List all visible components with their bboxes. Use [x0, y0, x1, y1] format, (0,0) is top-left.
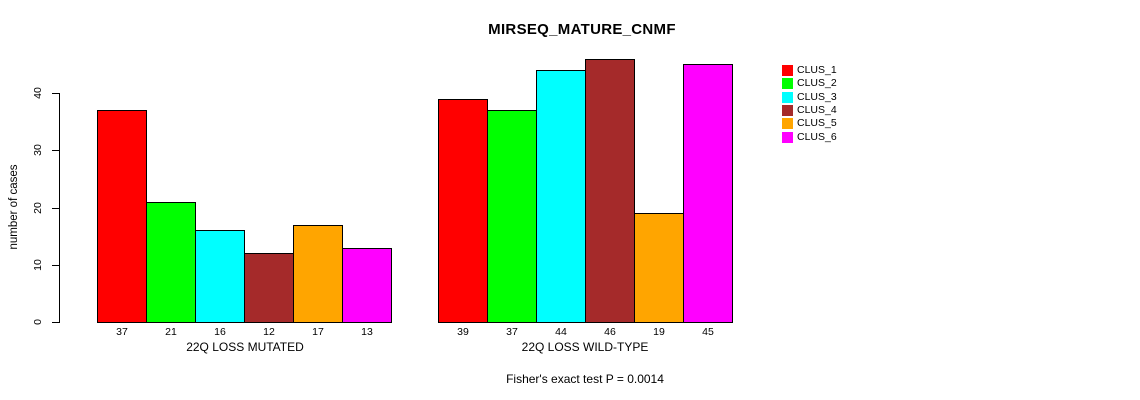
bar-clus_5 — [293, 224, 343, 323]
legend-swatch-clus_4 — [782, 104, 793, 116]
bar-clus_6 — [683, 64, 733, 323]
bar-clus_4 — [585, 58, 635, 323]
bar-value-label: 45 — [702, 326, 714, 338]
legend-label-clus_3: CLUS_3 — [797, 90, 837, 103]
bar-clus_2 — [487, 110, 537, 323]
bar-value-label: 17 — [312, 326, 324, 338]
legend-swatch-clus_6 — [782, 131, 793, 143]
y-axis-line — [59, 93, 60, 323]
bar-value-label: 37 — [506, 326, 518, 338]
y-axis-tick-label: 20 — [32, 201, 44, 214]
chart-title: MIRSEQ_MATURE_CNMF — [488, 21, 676, 38]
bar-value-label: 13 — [361, 326, 373, 338]
bar-clus_4 — [244, 253, 294, 323]
y-axis-tick — [52, 264, 59, 266]
bar-value-label: 19 — [653, 326, 665, 338]
bar-clus_3 — [536, 70, 586, 323]
y-axis-tick — [52, 150, 59, 152]
bar-value-label: 46 — [604, 326, 616, 338]
y-axis-tick-label: 10 — [32, 258, 44, 271]
y-axis-tick — [52, 322, 59, 323]
bar-clus_5 — [634, 213, 684, 323]
y-axis-tick-label: 40 — [32, 87, 44, 99]
legend-label-clus_5: CLUS_5 — [797, 117, 837, 130]
legend-label-clus_1: CLUS_1 — [797, 64, 837, 76]
bar-value-label: 37 — [116, 326, 128, 338]
bar-value-label: 39 — [457, 326, 469, 338]
y-axis-tick-label: 0 — [32, 319, 44, 325]
legend-swatch-clus_3 — [782, 91, 793, 103]
legend-swatch-clus_5 — [782, 118, 793, 130]
bar-clus_3 — [195, 230, 245, 323]
bar-value-label: 44 — [555, 326, 567, 338]
y-axis-tick-label: 30 — [32, 144, 44, 157]
legend-swatch-clus_1 — [782, 65, 793, 76]
bar-value-label: 21 — [165, 326, 177, 338]
legend-swatch-clus_2 — [782, 78, 793, 90]
bar-clus_6 — [342, 247, 392, 323]
y-axis-title: number of cases — [8, 164, 20, 250]
footer-caption: Fisher's exact test P = 0.0014 — [506, 372, 664, 386]
x-axis-group-label-mutated: 22Q LOSS MUTATED — [186, 340, 304, 354]
bar-value-label: 16 — [214, 326, 226, 338]
legend-label-clus_2: CLUS_2 — [797, 77, 837, 90]
x-axis-group-label-wildtype: 22Q LOSS WILD-TYPE — [521, 340, 649, 354]
legend-label-clus_4: CLUS_4 — [797, 103, 837, 116]
bar-clus_1 — [438, 98, 488, 323]
y-axis-tick — [52, 93, 59, 94]
bar-clus_1 — [97, 110, 147, 323]
bar-value-label: 12 — [263, 326, 275, 338]
y-axis-tick — [52, 207, 59, 209]
bar-clus_2 — [146, 201, 196, 323]
legend-label-clus_6: CLUS_6 — [797, 130, 837, 143]
